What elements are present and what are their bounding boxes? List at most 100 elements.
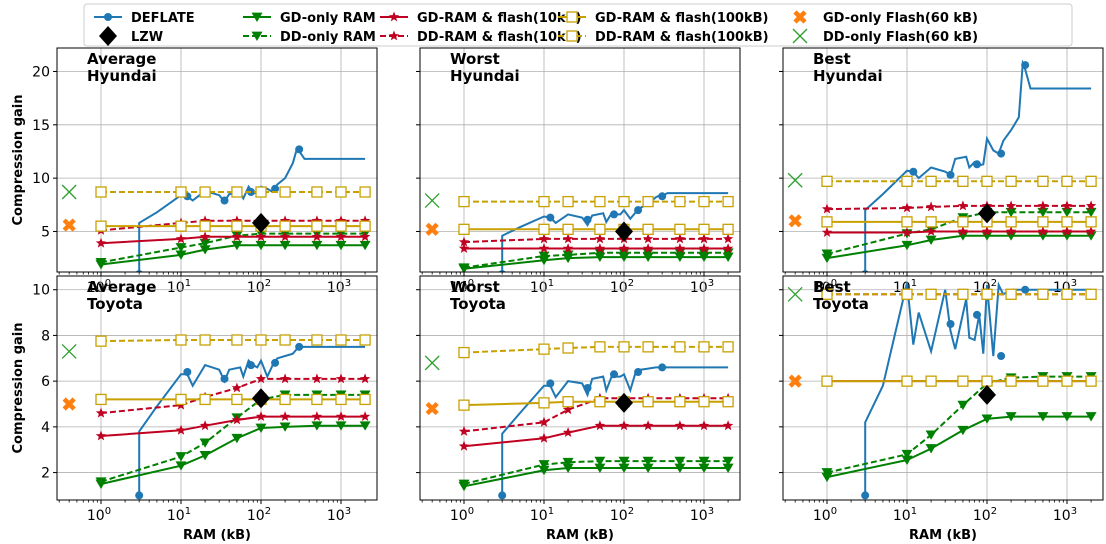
series-marker-dd-ram-flash-100kb [925, 288, 937, 300]
series-marker-dd-ram-flash-100kb [562, 195, 574, 208]
series-marker-gd-ram-flash-10kb [255, 231, 267, 242]
series-marker-gd-ram-flash-10kb [458, 440, 470, 451]
series-marker-gd-ram-flash-100kb [95, 393, 107, 406]
legend-marker [251, 12, 263, 22]
plot-area [424, 192, 734, 272]
legend-marker [566, 30, 578, 42]
series-marker-gd-ram-flash-10kb [199, 231, 211, 242]
series-marker-dd-only-ram [618, 456, 630, 467]
series-marker-dd-only-ram [175, 452, 187, 462]
y-tick-label: 2 [41, 466, 50, 482]
series-marker-dd-ram-flash-100kb [957, 175, 969, 187]
series-marker-dd-ram-flash-100kb [458, 346, 470, 359]
legend-marker [793, 10, 807, 24]
legend: DEFLATE LZW GD-only RAM DD-only RAM GD-RAM &… [83, 3, 1073, 47]
deflate-line [138, 345, 366, 496]
series-marker-gd-only-ram [538, 465, 550, 476]
plot-area [424, 341, 734, 500]
series-marker-gd-ram-flash-100kb [594, 223, 606, 235]
series-marker-dd-ram-flash-100kb [981, 175, 993, 187]
series-marker-gd-only-ram [957, 231, 969, 241]
series-marker-gd-ram-flash-10kb [538, 243, 550, 253]
series-marker-gd-ram-flash-10kb [957, 226, 969, 236]
series-marker-gd-only-ram [1037, 231, 1049, 241]
series-marker-gd-ram-flash-10kb [359, 411, 371, 421]
series-marker-dd-ram-flash-10kb [279, 215, 291, 226]
series-marker-dd-only-ram [1037, 207, 1049, 218]
series-marker-dd-ram-flash-100kb [562, 342, 574, 354]
y-tick-label: 8 [41, 328, 50, 344]
series-marker-gd-ram-flash-100kb [901, 216, 913, 228]
series-marker-dd-ram-flash-100kb [901, 288, 913, 300]
axes-frame [56, 275, 378, 501]
series-marker-gd-only-ram [1037, 412, 1049, 422]
y-tick-label: 6 [41, 374, 50, 390]
x-tick-label: 101 [530, 506, 554, 524]
series-marker-dd-ram-flash-10kb [722, 233, 734, 244]
series-marker-gd-only-ram [199, 245, 211, 255]
panel-title: Best [813, 278, 851, 296]
series-marker-dd-only-ram [458, 263, 470, 272]
series-marker-gd-only-ram [231, 433, 243, 444]
x-axis-label: RAM (kB) [909, 528, 977, 543]
deflate-marker [247, 361, 256, 370]
series-marker-gd-ram-flash-100kb [642, 223, 654, 235]
series-marker-gd-ram-flash-100kb [359, 220, 371, 232]
series-marker-dd-only-ram [901, 449, 913, 460]
legend-marker [388, 11, 400, 22]
series-marker-gd-ram-flash-10kb [722, 243, 734, 253]
series-marker-gd-ram-flash-10kb [1085, 226, 1097, 236]
series-marker-dd-only-ram [1085, 207, 1097, 218]
series-marker-dd-ram-flash-100kb [279, 186, 291, 198]
series-marker-gd-only-ram [957, 425, 969, 436]
y-tick-label: 10 [32, 283, 50, 299]
series-marker-gd-ram-flash-100kb [562, 396, 574, 408]
y-axis-label: Compression gain [11, 95, 26, 226]
deflate-marker [658, 192, 667, 201]
deflate-marker [247, 188, 256, 196]
x-tick-label: 100 [450, 278, 474, 296]
series-marker-gd-only-ram [901, 240, 913, 251]
series-marker-dd-ram-flash-100kb [199, 186, 211, 198]
x-tick-label: 102 [610, 506, 634, 524]
series-marker-gd-ram-flash-10kb [335, 411, 347, 421]
series-marker-dd-ram-flash-100kb [821, 175, 833, 187]
series-marker-gd-ram-flash-10kb [1061, 226, 1073, 236]
dd-only-flash-marker [61, 343, 77, 359]
series-marker-dd-ram-flash-10kb [231, 215, 243, 226]
series-marker-gd-ram-flash-10kb [95, 237, 107, 248]
legend-item-lzw: LZW [99, 26, 163, 46]
axes-frame [56, 47, 378, 273]
series-marker-gd-ram-flash-10kb [95, 430, 107, 441]
series-marker-dd-ram-flash-10kb [359, 215, 371, 226]
legend-label: GD-RAM & flash(10kB) [417, 11, 581, 26]
legend-item-gd-f100: GD-RAM & flash(100kB) [558, 11, 768, 26]
series-marker-gd-only-ram [335, 240, 347, 251]
series-marker-gd-only-ram [674, 463, 686, 473]
deflate-marker [610, 210, 619, 219]
series-marker-dd-only-ram [95, 258, 107, 268]
x-axis-label: RAM (kB) [546, 528, 614, 543]
deflate-marker [973, 310, 982, 319]
series-marker-gd-ram-flash-10kb [279, 231, 291, 242]
x-tick-label: 100 [813, 506, 837, 524]
series-marker-dd-only-ram [1061, 207, 1073, 218]
series-marker-gd-ram-flash-10kb [594, 420, 606, 431]
series-marker-gd-ram-flash-100kb [957, 375, 969, 387]
x-tick-label: 103 [327, 506, 351, 524]
y-tick-label: 5 [41, 224, 50, 240]
series-line-dd-only-ram [100, 232, 366, 264]
series-marker-gd-ram-flash-100kb [538, 223, 550, 235]
series-marker-dd-ram-flash-10kb [1085, 200, 1097, 211]
series-marker-gd-ram-flash-100kb [231, 393, 243, 406]
series-marker-dd-ram-flash-10kb [279, 373, 291, 384]
legend-item-gd-f10: GD-RAM & flash(10kB) [380, 11, 581, 26]
axes-frame [419, 47, 741, 273]
legend-item-dd-ram: DD-only RAM [243, 30, 376, 45]
series-marker-dd-ram-flash-100kb [311, 334, 323, 346]
legend-label: GD-RAM & flash(100kB) [595, 11, 768, 26]
panel-title: Best [813, 50, 851, 68]
dd-only-flash-marker [424, 193, 440, 208]
series-marker-dd-only-ram [642, 456, 654, 467]
